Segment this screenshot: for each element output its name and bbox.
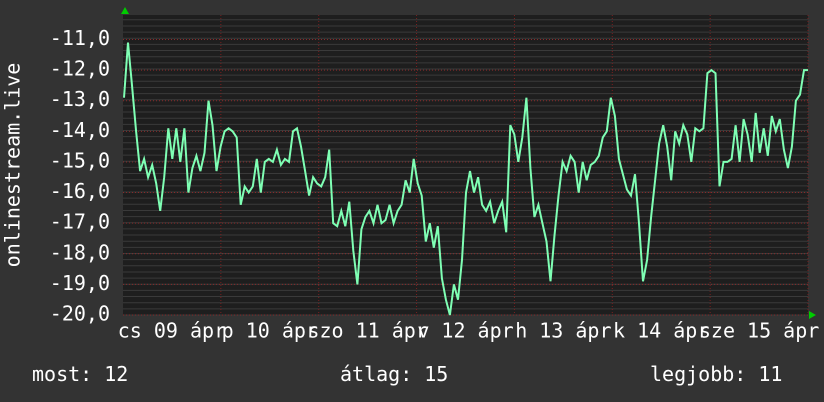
y-tick-label: -19,0 bbox=[50, 271, 110, 295]
x-tick-label: k 14 ápr bbox=[613, 319, 709, 343]
stat-value: 15 bbox=[424, 362, 448, 386]
axis-arrow bbox=[809, 311, 816, 319]
stat-value: 11 bbox=[758, 362, 782, 386]
y-tick-label: -11,0 bbox=[50, 26, 110, 50]
stat-label: legjobb: bbox=[650, 362, 746, 386]
stat-label: átlag: bbox=[340, 362, 412, 386]
footer-stat: most: 12 bbox=[32, 362, 128, 386]
footer-stat: legjobb: 11 bbox=[650, 362, 782, 386]
y-tick-label: -15,0 bbox=[50, 148, 110, 172]
x-tick-label: cs 09 ápr bbox=[118, 319, 226, 343]
y-tick-label: -14,0 bbox=[50, 118, 110, 142]
plot-area bbox=[123, 15, 808, 315]
y-tick-label: -16,0 bbox=[50, 179, 110, 203]
x-tick-label: h 13 ápr bbox=[515, 319, 611, 343]
data-line bbox=[123, 42, 808, 316]
stat-value: 12 bbox=[104, 362, 128, 386]
y-tick-label: -12,0 bbox=[50, 57, 110, 81]
stat-label: most: bbox=[32, 362, 92, 386]
x-tick-label: sze 15 ápr bbox=[699, 319, 819, 343]
y-tick-label: -17,0 bbox=[50, 210, 110, 234]
y-tick-label: -20,0 bbox=[50, 302, 110, 326]
y-tick-label: -18,0 bbox=[50, 240, 110, 264]
footer-stat: átlag: 15 bbox=[340, 362, 448, 386]
x-tick-label: v 12 ápr bbox=[417, 319, 513, 343]
x-tick-label: p 10 ápr bbox=[222, 319, 318, 343]
x-tick-label: szo 11 ápr bbox=[307, 319, 427, 343]
y-axis-label: onlinestream.live bbox=[1, 63, 25, 268]
y-tick-label: -13,0 bbox=[50, 87, 110, 111]
axis-arrow bbox=[121, 7, 129, 14]
